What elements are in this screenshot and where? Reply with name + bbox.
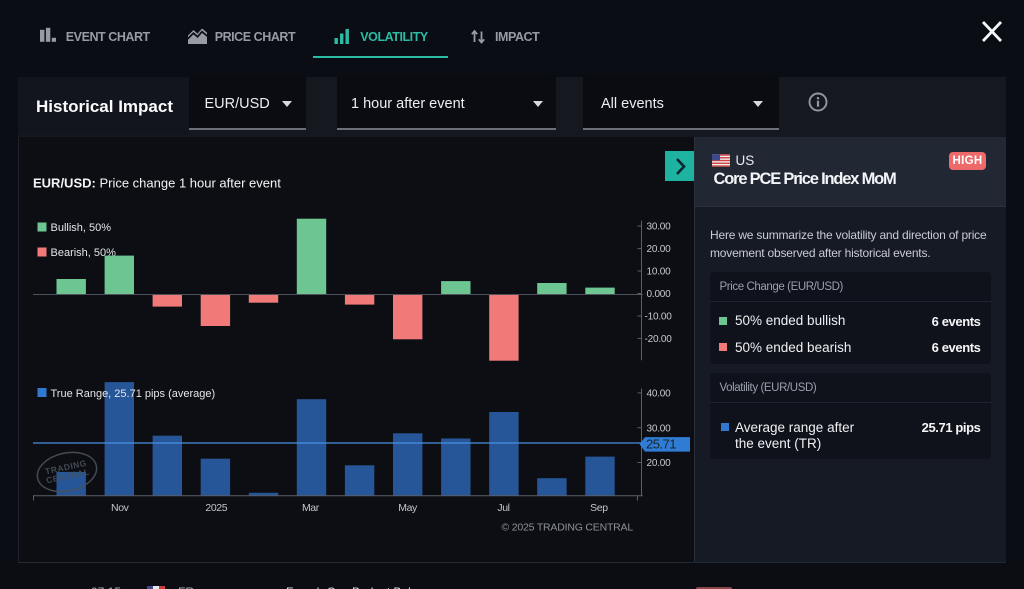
svg-text:10.00: 10.00 [647, 267, 672, 278]
svg-text:0.000: 0.000 [647, 289, 672, 300]
svg-text:30.00: 30.00 [647, 423, 672, 434]
svg-text:Sep: Sep [590, 502, 608, 514]
svg-text:25.71: 25.71 [646, 437, 676, 452]
svg-text:20.00: 20.00 [647, 244, 672, 255]
svg-text:40.00: 40.00 [647, 389, 672, 400]
svg-text:Bullish, 50%: Bullish, 50% [51, 222, 112, 234]
svg-text:30.00: 30.00 [647, 222, 672, 233]
svg-text:Mar: Mar [302, 502, 320, 514]
svg-text:-20.00: -20.00 [645, 334, 673, 345]
svg-text:2025: 2025 [205, 502, 227, 514]
svg-text:Jul: Jul [497, 502, 509, 514]
svg-text:May: May [398, 502, 418, 514]
svg-text:Nov: Nov [111, 502, 130, 514]
svg-text:20.00: 20.00 [647, 458, 672, 469]
svg-text:True Range, 25.71 pips (averag: True Range, 25.71 pips (average) [51, 388, 216, 400]
svg-text:-10.00: -10.00 [645, 312, 673, 323]
svg-text:EUR/USD: Price change 1 hour a: EUR/USD: Price change 1 hour after event [33, 176, 281, 191]
svg-text:Bearish, 50%: Bearish, 50% [51, 247, 117, 259]
svg-text:© 2025 TRADING CENTRAL: © 2025 TRADING CENTRAL [501, 522, 633, 534]
